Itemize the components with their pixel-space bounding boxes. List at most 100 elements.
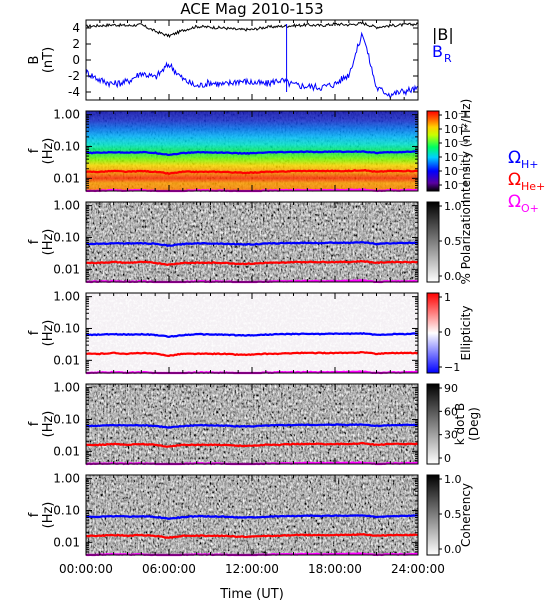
y-axis-unit: (Hz) [41, 138, 56, 165]
colorbar-tick-label: 0.0 [444, 543, 462, 556]
y-axis-label: f [27, 330, 42, 335]
colorbar-tick-label: 0 [444, 326, 451, 339]
gyro-line-H-plus [85, 332, 418, 339]
colorbar [426, 383, 440, 465]
y-tick-label: 0 [72, 53, 80, 67]
f-tick-label: 0.10 [53, 503, 80, 517]
legend-omega-subscript: H+ [521, 158, 539, 171]
y-tick-label: -2 [68, 69, 80, 83]
y-axis-label: f [27, 512, 42, 517]
panel-3: 1.00 0.10 0.01 1.0 0.5 0.0% Polarization f (Hz) [27, 199, 473, 285]
y-axis-unit: (Hz) [41, 229, 56, 256]
y-axis-label: f [27, 239, 42, 244]
f-tick-label: 0.01 [53, 444, 80, 458]
colorbar-label: Ellipticity [459, 306, 473, 361]
panel-2: 1.00 0.10 0.01 10⁻¹10⁻²10⁻³10⁻⁴10⁻⁵10⁻⁶Inte… [27, 99, 545, 215]
series-line-radial [85, 31, 419, 98]
f-tick-label: 0.01 [53, 353, 80, 367]
colorbar-label: Intensity (nT²/Hz) [459, 99, 473, 204]
colorbar-tick-label: 10⁻² [444, 123, 468, 136]
x-tick-label: 18:00:00 [308, 562, 362, 576]
colorbar-label: k dot B [453, 403, 467, 445]
colorbar-tick-label: 10⁻⁵ [444, 165, 468, 178]
legend-radial: B [432, 42, 443, 61]
y-tick-label: 4 [72, 21, 80, 35]
gyro-line-He-plus [85, 350, 419, 358]
gyro-line-He-plus [85, 441, 419, 448]
gyro-line-He-plus [85, 532, 419, 539]
f-tick-label: 1.00 [53, 290, 80, 304]
colorbar-tick-label: 1 [444, 291, 451, 304]
colorbar-tick-label: 1.0 [444, 200, 462, 213]
colorbar-label-unit: (Deg) [467, 407, 481, 441]
f-tick-label: 0.01 [53, 262, 80, 276]
gyro-line-He-plus [85, 259, 419, 267]
panel-5: 1.00 0.10 0.01 90 60 30 0k dot B (Deg) f (Hz) [27, 381, 481, 466]
f-tick-label: 0.01 [53, 171, 80, 185]
y-tick-label: 2 [72, 37, 80, 51]
colorbar-label: % Polarization [459, 200, 473, 285]
panel-1-background [86, 20, 418, 100]
colorbar [426, 292, 440, 374]
x-tick-label: 24:00:00 [391, 562, 445, 576]
legend-magnitude: |B| [432, 25, 454, 44]
f-tick-label: 1.00 [53, 381, 80, 395]
colorbar-tick-label: 60 [444, 405, 458, 418]
y-axis-label: f [27, 148, 42, 153]
f-tick-label: 1.00 [53, 108, 80, 122]
colorbar-tick-label: 10⁻³ [444, 137, 468, 150]
colorbar-tick-label: 30 [444, 429, 458, 442]
legend-omega-H-plus: Ω [508, 148, 521, 168]
colorbar-tick-label: 90 [444, 382, 458, 395]
gyro-line-H-plus [85, 514, 419, 521]
gyro-line-H-plus [85, 150, 419, 157]
f-tick-label: 1.00 [53, 472, 80, 486]
colorbar-tick-label: 0 [444, 452, 451, 465]
x-axis-label: Time (UT) [219, 587, 284, 600]
x-tick-label: 06:00:00 [142, 562, 196, 576]
panel-frame [85, 201, 419, 283]
y-axis-unit: (Hz) [41, 502, 56, 529]
colorbar-tick-label: 10⁻⁶ [444, 179, 469, 192]
colorbar-tick-label: −1 [444, 361, 460, 374]
colorbar-tick-label: 0.0 [444, 270, 462, 283]
y-tick-label: -4 [68, 85, 80, 99]
legend-omega-He-plus: Ω [508, 170, 521, 190]
x-tick-label: 12:00:00 [225, 562, 279, 576]
colorbar [426, 201, 440, 283]
colorbar [426, 110, 440, 192]
panel-frame [85, 292, 419, 374]
colorbar-tick-label: 10⁻⁴ [444, 151, 469, 164]
panel-frame [85, 110, 419, 192]
colorbar-tick-label: 1.0 [444, 473, 462, 486]
legend-omega-subscript: O+ [521, 202, 539, 215]
f-tick-label: 0.10 [53, 321, 80, 335]
y-axis-unit: (nT) [41, 47, 56, 73]
f-tick-label: 0.01 [53, 535, 80, 549]
colorbar [426, 474, 440, 556]
legend-omega-O-plus: Ω [508, 192, 521, 212]
panel-1: 420-2-4|B|B RB (nT) [27, 19, 454, 101]
spectrogram-texture [86, 111, 418, 191]
y-axis-unit: (Hz) [41, 320, 56, 347]
legend-omega-subscript: He+ [521, 180, 545, 193]
colorbar-tick-label: 0.5 [444, 508, 462, 521]
y-axis-label: B [27, 56, 42, 65]
gyro-line-He-plus [85, 168, 419, 176]
colorbar-tick-label: 0.5 [444, 235, 462, 248]
panel-frame [85, 474, 419, 556]
f-tick-label: 0.10 [53, 230, 80, 244]
f-tick-label: 0.10 [53, 412, 80, 426]
chart-title: ACE Mag 2010-153 [180, 0, 323, 18]
colorbar-label: Coherency [459, 483, 473, 547]
f-tick-label: 0.10 [53, 139, 80, 153]
legend-radial-subscript: R [444, 52, 452, 65]
colorbar-tick-label: 10⁻¹ [444, 109, 468, 122]
gyro-line-H-plus [86, 241, 419, 247]
x-tick-label: 00:00:00 [59, 562, 113, 576]
panel-frame [85, 19, 419, 101]
gyro-line-H-plus [85, 423, 419, 429]
